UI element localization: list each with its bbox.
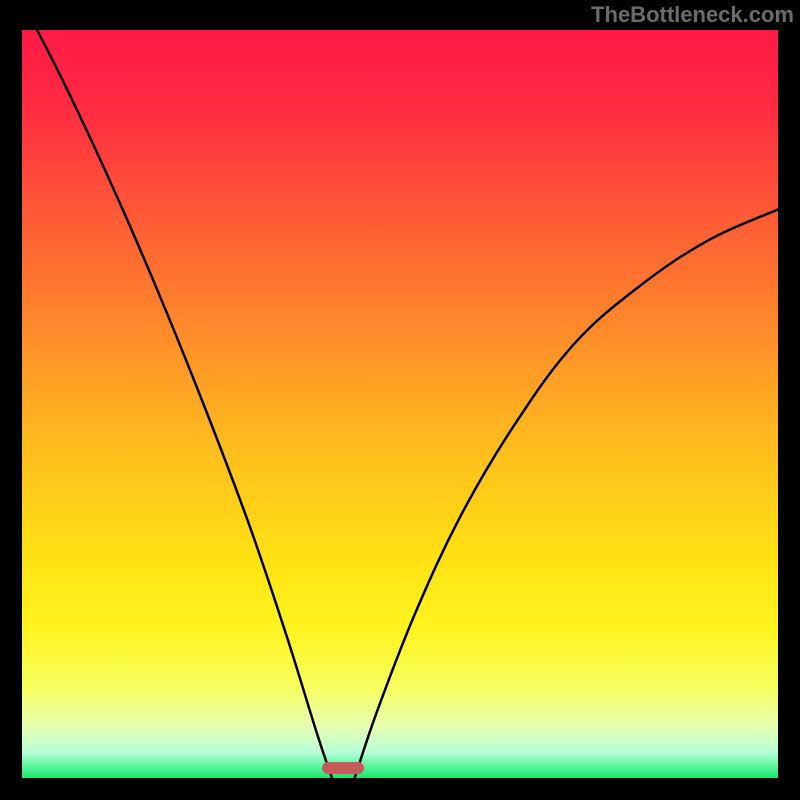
optimal-marker (322, 762, 364, 774)
watermark-text: TheBottleneck.com (591, 2, 794, 28)
bottleneck-curve (22, 30, 778, 778)
chart-container: { "watermark": { "text": "TheBottleneck.… (0, 0, 800, 800)
plot-area (22, 30, 778, 778)
